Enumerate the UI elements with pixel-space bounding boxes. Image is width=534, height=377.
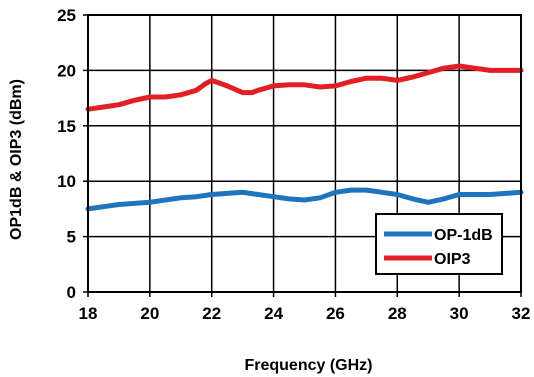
x-tick-label: 20 <box>140 304 159 323</box>
y-tick-label: 0 <box>67 283 76 302</box>
plot-frame <box>87 14 522 293</box>
x-tick-label: 22 <box>202 304 221 323</box>
y-tick-label: 20 <box>57 61 76 80</box>
y-tick-label: 10 <box>57 172 76 191</box>
y-tick-labels: 0 5 10 15 20 25 <box>57 6 76 302</box>
x-tick-label: 32 <box>512 304 531 323</box>
y-axis-title: OP1dB & OIP3 (dBm) <box>8 79 25 240</box>
x-tick-label: 28 <box>388 304 407 323</box>
y-tick-label: 15 <box>57 117 76 136</box>
legend-label: OP-1dB <box>434 227 493 244</box>
legend: OP-1dB OIP3 <box>375 213 503 275</box>
legend-label: OIP3 <box>434 251 471 268</box>
x-tick-labels: 18 20 22 24 26 28 30 32 <box>79 304 531 323</box>
series-layer <box>85 14 524 293</box>
x-tick-label: 30 <box>450 304 469 323</box>
y-tick-label: 25 <box>57 6 76 25</box>
x-axis-title: Frequency (GHz) <box>244 357 372 374</box>
legend-box <box>375 213 503 275</box>
x-tick-label: 18 <box>79 304 98 323</box>
series-line-op-1db <box>85 187 524 212</box>
y-tick-label: 5 <box>67 228 76 247</box>
x-tick-label: 26 <box>326 304 345 323</box>
series-line-oip3 <box>85 63 524 112</box>
x-tick-label: 24 <box>264 304 283 323</box>
